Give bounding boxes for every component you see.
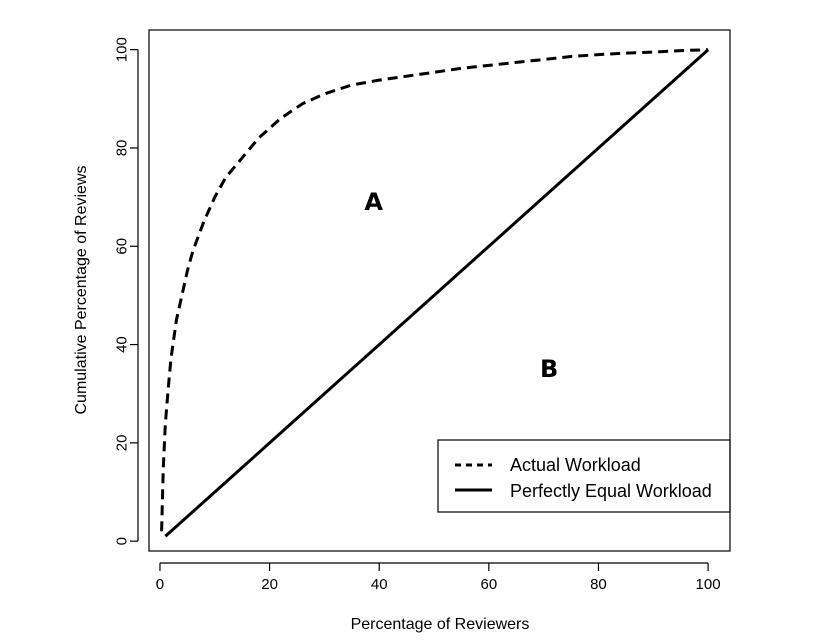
x-tick-label: 60 [480,576,497,593]
annotation-layer: AB [364,188,558,383]
y-axis-ticks: 0 20 40 60 80 100 [114,37,138,545]
x-tick-label: 0 [156,576,164,593]
region-label-a: A [364,188,383,216]
legend-label-equal: Perfectly Equal Workload [510,481,712,501]
x-tick-label: 100 [696,576,721,593]
series-actual-workload [160,48,709,532]
y-tick-label: 40 [114,336,131,353]
legend-label-actual: Actual Workload [510,455,641,475]
y-tick-label: 20 [114,435,131,452]
y-tick-label: 0 [114,537,131,545]
x-tick-label: 80 [590,576,607,593]
series-layer [160,48,710,538]
plot-frame [148,29,731,552]
legend-box [437,439,731,513]
x-tick-label: 40 [371,576,388,593]
series-equal-workload [164,48,710,538]
y-tick-label: 80 [114,140,131,157]
y-tick-label: 100 [114,37,131,62]
y-axis-label: Cumulative Percentage of Reviews [73,165,90,414]
x-axis-label: Percentage of Reviewers [351,616,530,633]
y-tick-label: 60 [114,238,131,255]
legend: Actual Workload Perfectly Equal Workload [437,439,731,513]
x-tick-label: 20 [261,576,278,593]
region-label-b: B [540,355,558,383]
x-axis-ticks: 0 20 40 60 80 100 [156,563,721,593]
